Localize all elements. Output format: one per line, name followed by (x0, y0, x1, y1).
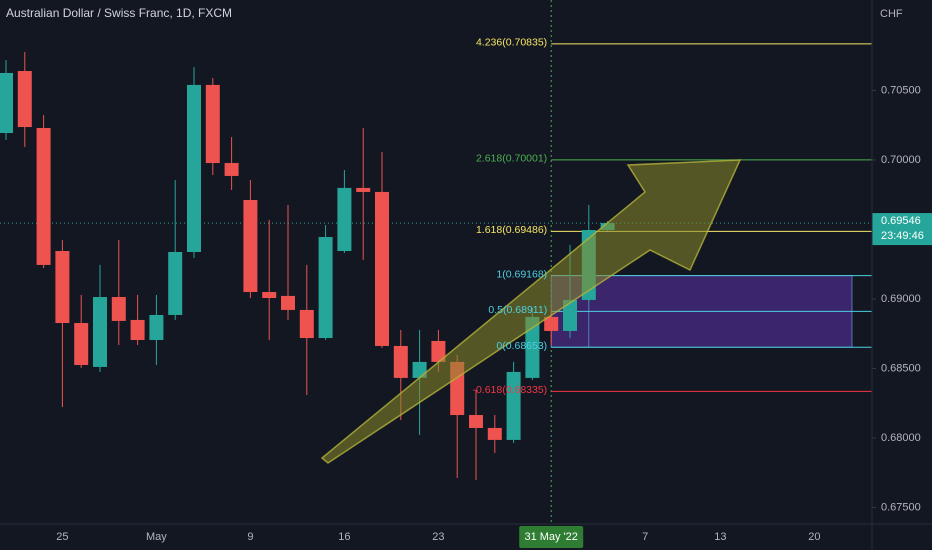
candle-body (375, 191, 389, 346)
candle-body (17, 71, 32, 128)
fib-label: 0.5(0.68911) (488, 304, 547, 316)
label-layer: 0.675000.680000.685000.690000.695000.700… (56, 37, 932, 548)
x-tick-label: 7 (642, 531, 648, 543)
x-tick-label: May (146, 531, 167, 543)
candle-body (525, 316, 540, 378)
candle-body (224, 163, 239, 176)
candle-body (299, 309, 314, 339)
candle-body (469, 415, 483, 428)
candle-body (544, 316, 559, 331)
y-tick-label: 0.69000 (881, 293, 921, 305)
y-tick-label: 0.67500 (881, 501, 921, 513)
candle-body (393, 345, 408, 378)
candle-body (187, 84, 201, 252)
x-tick-label: 23 (432, 531, 444, 543)
y-unit: CHF (880, 8, 903, 20)
price-tag (872, 213, 932, 246)
fib-label: 0(0.68653) (496, 340, 547, 352)
fib-label: 2.618(0.70001) (476, 153, 547, 165)
chart-title: Australian Dollar / Swiss Franc, 1D, FXC… (6, 6, 232, 20)
candle-body (506, 371, 521, 440)
candle-body (168, 251, 183, 315)
x-tick-label: 25 (56, 531, 68, 543)
y-tick-label: 0.68500 (881, 362, 921, 374)
candle-body (281, 295, 295, 310)
candle-body (74, 323, 89, 365)
candle-body (243, 200, 258, 293)
x-tick-label: 20 (808, 531, 820, 543)
x-tick-label: 9 (247, 531, 253, 543)
trend-arrow (320, 159, 742, 464)
candle-body (130, 319, 145, 340)
candle-body (318, 236, 333, 339)
overlay-layer (0, 0, 872, 524)
candle-body (36, 128, 51, 265)
price-tag-value: 0.69546 (881, 215, 921, 227)
fib-label: 1.618(0.69486) (476, 224, 547, 236)
candle-layer (0, 51, 615, 480)
x-tick-label: 13 (714, 531, 726, 543)
y-tick-label: 0.70500 (881, 84, 921, 96)
candle-body (356, 187, 371, 192)
fib-label: 1(0.69168) (496, 268, 547, 280)
price-tag-countdown: 23:49:46 (881, 230, 924, 242)
candle-body (0, 72, 13, 134)
x-tick-label: 16 (338, 531, 350, 543)
candle-body (93, 297, 107, 367)
candle-body (55, 251, 70, 324)
candle-body (205, 84, 220, 164)
candle-body (563, 299, 577, 331)
y-tick-label: 0.70000 (881, 154, 921, 166)
x-tick-label: 31 May '22 (524, 531, 577, 543)
candle-body (262, 292, 277, 298)
fib-label: 4.236(0.70835) (476, 37, 547, 49)
fib-label: -0.618(0.68335) (472, 384, 547, 396)
candle-body (431, 340, 446, 362)
candle-body (337, 187, 352, 252)
date-highlight (519, 526, 584, 548)
candle-body (111, 297, 126, 321)
candle-body (487, 427, 502, 440)
candle-body (149, 314, 164, 340)
y-tick-label: 0.68000 (881, 432, 921, 444)
